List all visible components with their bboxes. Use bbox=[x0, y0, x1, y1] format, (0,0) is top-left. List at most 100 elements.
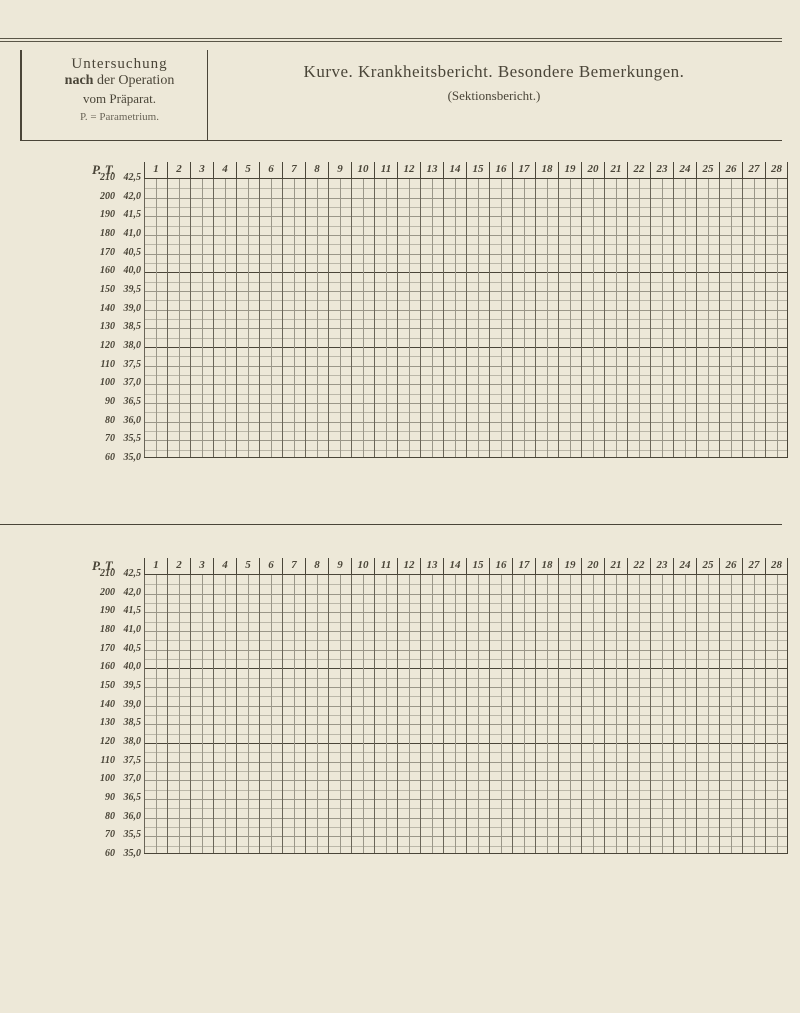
pulse-label: 100 bbox=[93, 774, 115, 784]
y-axis-row: 8036,0 bbox=[86, 416, 144, 435]
day-header-cell: 27 bbox=[742, 558, 765, 574]
y-axis-row: 12038,0 bbox=[86, 737, 144, 756]
y-axis-row: 9036,5 bbox=[86, 397, 144, 416]
grid-column bbox=[650, 179, 673, 457]
temp-label: 37,0 bbox=[119, 378, 141, 388]
pulse-label: 170 bbox=[93, 248, 115, 258]
temp-label: 38,5 bbox=[119, 718, 141, 728]
day-header-cell: 2 bbox=[167, 162, 190, 178]
chart2-grid bbox=[144, 574, 788, 854]
grid-column bbox=[466, 179, 489, 457]
y-axis-row: 6035,0 bbox=[86, 453, 144, 472]
grid-column bbox=[144, 179, 167, 457]
grid-column bbox=[765, 179, 788, 457]
grid-column bbox=[420, 179, 443, 457]
pulse-label: 110 bbox=[93, 756, 115, 766]
grid-column bbox=[282, 179, 305, 457]
day-header-cell: 8 bbox=[305, 558, 328, 574]
day-header-cell: 26 bbox=[719, 162, 742, 178]
y-axis-row: 18041,0 bbox=[86, 229, 144, 248]
day-header-cell: 3 bbox=[190, 162, 213, 178]
y-axis-row: 18041,0 bbox=[86, 625, 144, 644]
y-axis-row: 8036,0 bbox=[86, 812, 144, 831]
y-axis-row: 20042,0 bbox=[86, 192, 144, 211]
grid-column bbox=[627, 179, 650, 457]
pulse-label: 80 bbox=[93, 812, 115, 822]
grid-column bbox=[719, 575, 742, 853]
day-header-cell: 15 bbox=[466, 558, 489, 574]
day-header-cell: 2 bbox=[167, 558, 190, 574]
grid-column bbox=[489, 179, 512, 457]
temp-label: 37,5 bbox=[119, 360, 141, 370]
grid-column bbox=[673, 575, 696, 853]
grid-column bbox=[558, 179, 581, 457]
grid-column bbox=[144, 575, 167, 853]
y-axis-row: 15039,5 bbox=[86, 681, 144, 700]
y-axis-row: 7035,5 bbox=[86, 830, 144, 849]
day-header-cell: 23 bbox=[650, 558, 673, 574]
grid-column bbox=[305, 179, 328, 457]
top-double-rule bbox=[0, 38, 782, 42]
grid-column bbox=[167, 575, 190, 853]
day-header-cell: 21 bbox=[604, 162, 627, 178]
temp-label: 42,0 bbox=[119, 588, 141, 598]
day-header-cell: 28 bbox=[765, 162, 788, 178]
day-header-cell: 1 bbox=[144, 558, 167, 574]
temp-label: 35,0 bbox=[119, 453, 141, 463]
pulse-label: 140 bbox=[93, 304, 115, 314]
pulse-label: 180 bbox=[93, 229, 115, 239]
temp-label: 42,5 bbox=[119, 569, 141, 579]
temp-label: 36,0 bbox=[119, 416, 141, 426]
day-header-cell: 17 bbox=[512, 558, 535, 574]
y-axis-row: 6035,0 bbox=[86, 849, 144, 868]
day-header-cell: 7 bbox=[282, 162, 305, 178]
temp-label: 41,5 bbox=[119, 606, 141, 616]
grid-column bbox=[742, 179, 765, 457]
day-header-cell: 10 bbox=[351, 162, 374, 178]
day-header-cell: 16 bbox=[489, 162, 512, 178]
day-header-cell: 28 bbox=[765, 558, 788, 574]
chart1-header: P. T. 1234567891011121314151617181920212… bbox=[86, 162, 788, 178]
day-header-cell: 5 bbox=[236, 162, 259, 178]
temp-label: 35,5 bbox=[119, 434, 141, 444]
day-header-cell: 12 bbox=[397, 558, 420, 574]
pulse-label: 150 bbox=[93, 285, 115, 295]
day-header-cell: 12 bbox=[397, 162, 420, 178]
chart2-day-row: 1234567891011121314151617181920212223242… bbox=[144, 558, 788, 574]
pulse-label: 70 bbox=[93, 830, 115, 840]
header-bottom-rule bbox=[20, 140, 782, 141]
day-header-cell: 11 bbox=[374, 162, 397, 178]
grid-column bbox=[512, 575, 535, 853]
day-header-cell: 9 bbox=[328, 162, 351, 178]
y-axis-row: 19041,5 bbox=[86, 210, 144, 229]
day-header-cell: 1 bbox=[144, 162, 167, 178]
grid-column bbox=[374, 179, 397, 457]
y-axis-row: 17040,5 bbox=[86, 644, 144, 663]
grid-column bbox=[282, 575, 305, 853]
grid-column bbox=[305, 575, 328, 853]
y-axis-row: 130 38,5 bbox=[86, 322, 144, 341]
temp-label: 41,0 bbox=[119, 625, 141, 635]
temp-label: 36,5 bbox=[119, 397, 141, 407]
day-header-cell: 18 bbox=[535, 162, 558, 178]
grid-column bbox=[558, 575, 581, 853]
section-divider-rule bbox=[0, 524, 782, 525]
pulse-label: 120 bbox=[93, 341, 115, 351]
day-header-cell: 24 bbox=[673, 162, 696, 178]
header-right-line1: Kurve. Krankheitsbericht. Besondere Beme… bbox=[208, 62, 780, 82]
day-header-cell: 20 bbox=[581, 558, 604, 574]
day-header-cell: 4 bbox=[213, 162, 236, 178]
grid-column bbox=[650, 575, 673, 853]
grid-column bbox=[213, 575, 236, 853]
pulse-label: 130 bbox=[93, 322, 115, 332]
temp-label: 36,5 bbox=[119, 793, 141, 803]
pulse-label: 160 bbox=[93, 266, 115, 276]
pulse-label: 160 bbox=[93, 662, 115, 672]
day-header-cell: 25 bbox=[696, 162, 719, 178]
day-header-cell: 23 bbox=[650, 162, 673, 178]
grid-column bbox=[696, 179, 719, 457]
pulse-label: 110 bbox=[93, 360, 115, 370]
grid-column bbox=[397, 575, 420, 853]
temp-label: 38,5 bbox=[119, 322, 141, 332]
grid-column bbox=[213, 179, 236, 457]
